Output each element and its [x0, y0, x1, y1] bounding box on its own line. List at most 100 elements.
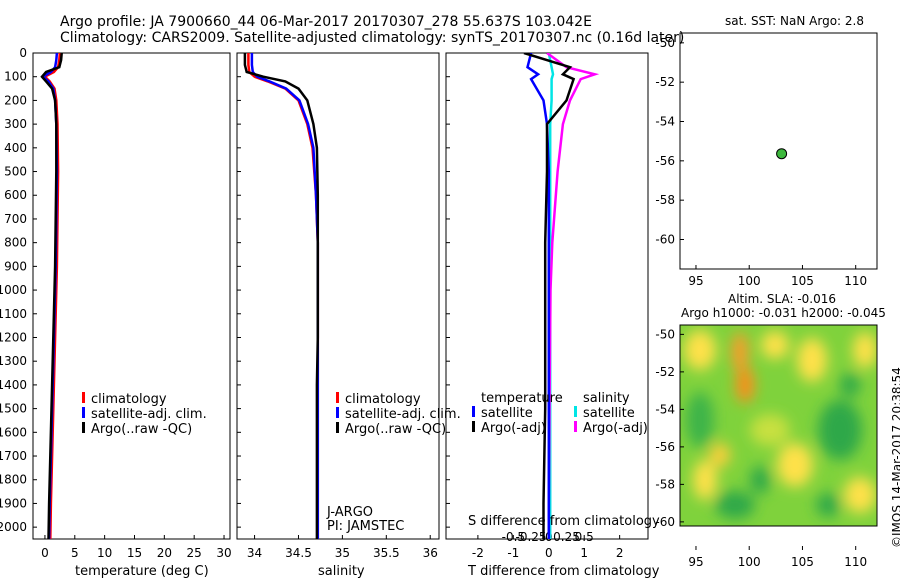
- depth-tick-label: 700: [4, 212, 27, 226]
- legend-swatch-blue: [82, 407, 85, 418]
- salinity-tick-label: 35: [335, 546, 350, 560]
- legend-salinity: climatology satellite-adj. clim. Argo(..…: [336, 392, 461, 437]
- depth-tick-label: 800: [4, 236, 27, 250]
- sla-map-ytick-label: -54: [655, 402, 675, 416]
- legend-swatch-red: [336, 392, 339, 403]
- temperature-tick-label: 5: [71, 546, 79, 560]
- legend-item-satellite: satellite-adj. clim.: [82, 407, 207, 422]
- legend-item-climatology: climatology: [82, 392, 207, 407]
- legend-label: satellite-adj. clim.: [345, 407, 461, 422]
- depth-tick-label: 1200: [0, 330, 27, 344]
- legend-item-s-argo: Argo(-adj): [574, 421, 648, 436]
- s-difference-tick-label: -0.5: [502, 530, 525, 544]
- legend-item-t-argo: Argo(-adj): [472, 421, 546, 436]
- depth-tick-label: 0: [19, 46, 27, 60]
- temperature-tick-label: 10: [97, 546, 112, 560]
- legend-temperature: climatology satellite-adj. clim. Argo(..…: [82, 392, 207, 437]
- sla-map-ytick-label: -52: [655, 365, 675, 379]
- depth-tick-label: 1000: [0, 283, 27, 297]
- sst-map-ytick-label: -54: [655, 115, 675, 129]
- legend-item-argo: Argo(..raw -QC): [82, 422, 207, 437]
- sla-map-subtitle: Argo h1000: -0.031 h2000: -0.045: [681, 306, 886, 320]
- depth-tick-label: 1300: [0, 354, 27, 368]
- legend-diff-salinity: satellite Argo(-adj): [574, 406, 648, 436]
- difference-tick-label: 0: [545, 546, 553, 560]
- depth-tick-label: 100: [4, 70, 27, 84]
- sst-map-ytick-label: -52: [655, 75, 675, 89]
- s-difference-tick-label: 0.5: [575, 530, 594, 544]
- legend-item-satellite: satellite-adj. clim.: [336, 407, 461, 422]
- argo-position-marker: [776, 148, 788, 160]
- legend-item-argo: Argo(..raw -QC): [336, 422, 461, 437]
- legend-label: satellite: [583, 406, 635, 421]
- sst-map-ytick-label: -58: [655, 193, 675, 207]
- legend-diff-temperature: satellite Argo(-adj): [472, 406, 546, 436]
- sst-map-xtick-label: 95: [688, 274, 703, 288]
- sst-map-title: sat. SST: NaN Argo: 2.8: [725, 14, 864, 28]
- temperature-xlabel: temperature (deg C): [75, 564, 209, 579]
- sst-map-frame: [679, 32, 878, 270]
- sst-map-xtick-label: 105: [791, 274, 814, 288]
- series-line-argo-raw-qc-: [40, 53, 63, 539]
- difference-tick-label: -2: [472, 546, 484, 560]
- sla-map-ytick-label: -56: [655, 440, 675, 454]
- legend-swatch-red: [82, 392, 85, 403]
- sla-map-xtick-label: 105: [791, 555, 814, 569]
- depth-tick-label: 900: [4, 259, 27, 273]
- legend-swatch-black: [82, 422, 85, 433]
- sla-map-ytick-label: -50: [655, 327, 675, 341]
- legend-swatch-blue: [472, 406, 475, 417]
- legend-label: Argo(..raw -QC): [345, 422, 447, 437]
- legend-item-s-satellite: satellite: [574, 406, 648, 421]
- temperature-axes-frame: [32, 52, 231, 540]
- depth-tick-label: 2000: [0, 520, 27, 534]
- sst-map-ytick-label: -50: [655, 36, 675, 50]
- sla-heatmap: [679, 324, 878, 527]
- float-program-label: J-ARGO: [327, 505, 374, 520]
- sst-map-xtick-label: 100: [738, 274, 761, 288]
- series-line-climatology: [42, 53, 62, 539]
- s-difference-axis-label: S difference from climatology: [468, 514, 660, 529]
- depth-tick-label: 300: [4, 117, 27, 131]
- depth-tick-label: 500: [4, 165, 27, 179]
- sst-map-ytick-label: -60: [655, 233, 675, 247]
- temperature-tick-label: 30: [216, 546, 231, 560]
- salinity-tick-label: 34.5: [285, 546, 312, 560]
- legend-label: climatology: [91, 392, 167, 407]
- legend-swatch-blue: [336, 407, 339, 418]
- s-difference-tick-label: 0.25: [553, 530, 580, 544]
- salinity-tick-label: 35.5: [373, 546, 400, 560]
- imos-credit: ©IMOS 14-Mar-2017 20:38:54: [890, 367, 900, 548]
- sst-map-xtick-label: 110: [844, 274, 867, 288]
- temperature-tick-label: 15: [127, 546, 142, 560]
- legend-diff-temperature-title: temperature: [481, 391, 563, 406]
- sla-map-title: Altim. SLA: -0.016: [728, 292, 837, 306]
- difference-tick-label: 2: [616, 546, 624, 560]
- s-difference-tick-label: -0.25: [516, 530, 547, 544]
- figure-title: Argo profile: JA 7900660_44 06-Mar-2017 …: [60, 14, 592, 30]
- legend-swatch-magenta: [574, 421, 577, 432]
- difference-tick-label: 1: [580, 546, 588, 560]
- legend-label: Argo(..raw -QC): [91, 422, 193, 437]
- depth-tick-label: 1800: [0, 473, 27, 487]
- legend-label: Argo(-adj): [481, 421, 546, 436]
- depth-tick-label: 1100: [0, 307, 27, 321]
- series-line-argo-raw-qc-: [243, 53, 320, 539]
- salinity-axes-frame: [236, 52, 440, 540]
- float-pi-label: PI: JAMSTEC: [327, 519, 405, 534]
- sla-map-xtick-label: 100: [738, 555, 761, 569]
- salinity-xlabel: salinity: [318, 564, 365, 579]
- legend-diff-salinity-title: salinity: [583, 391, 630, 406]
- sla-map-xtick-label: 95: [688, 555, 703, 569]
- legend-item-climatology: climatology: [336, 392, 461, 407]
- temperature-tick-label: 0: [41, 546, 49, 560]
- temperature-tick-label: 20: [157, 546, 172, 560]
- legend-item-t-satellite: satellite: [472, 406, 546, 421]
- temperature-tick-label: 25: [187, 546, 202, 560]
- depth-tick-label: 200: [4, 93, 27, 107]
- salinity-tick-label: 34: [247, 546, 262, 560]
- difference-xlabel: T difference from climatology: [468, 564, 660, 579]
- sla-map-xtick-label: 110: [844, 555, 867, 569]
- sla-map-ytick-label: -60: [655, 515, 675, 529]
